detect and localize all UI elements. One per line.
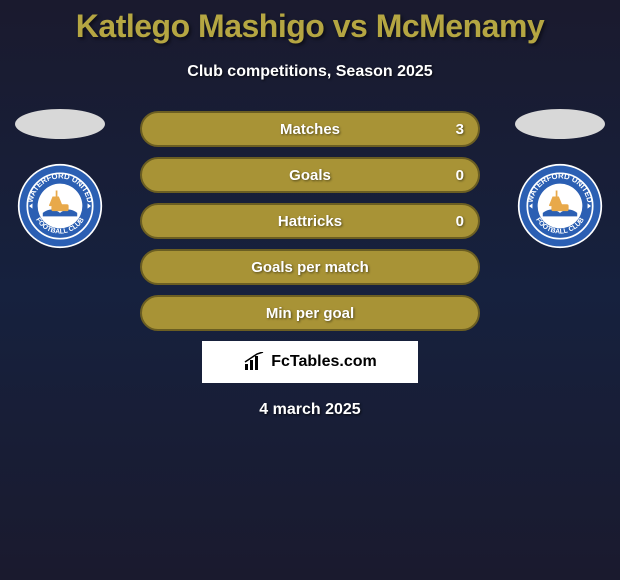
stat-row-goals: Goals 0 [140, 157, 480, 193]
stat-right-value: 0 [456, 167, 464, 184]
stat-row-matches: Matches 3 [140, 111, 480, 147]
stat-label: Min per goal [266, 305, 354, 322]
subtitle: Club competitions, Season 2025 [0, 63, 620, 81]
player-photo-right [515, 109, 605, 139]
waterford-badge-icon: WATERFORD UNITED FOOTBALL CLUB [517, 163, 603, 249]
stat-label: Goals per match [251, 259, 369, 276]
comparison-area: WATERFORD UNITED FOOTBALL CLUB WATERFORD… [0, 109, 620, 419]
player-photo-left [15, 109, 105, 139]
stat-right-value: 3 [456, 121, 464, 138]
page-title: Katlego Mashigo vs McMenamy [0, 0, 620, 45]
chart-icon [243, 352, 267, 372]
stat-label: Matches [280, 121, 340, 138]
stat-row-hattricks: Hattricks 0 [140, 203, 480, 239]
stat-row-min-per-goal: Min per goal [140, 295, 480, 331]
stat-row-goals-per-match: Goals per match [140, 249, 480, 285]
brand-box[interactable]: FcTables.com [202, 341, 418, 383]
brand-text: FcTables.com [271, 353, 377, 371]
waterford-badge-icon: WATERFORD UNITED FOOTBALL CLUB [17, 163, 103, 249]
stat-label: Hattricks [278, 213, 342, 230]
stat-label: Goals [289, 167, 331, 184]
club-badge-right: WATERFORD UNITED FOOTBALL CLUB [517, 163, 603, 249]
club-badge-left: WATERFORD UNITED FOOTBALL CLUB [17, 163, 103, 249]
date-text: 4 march 2025 [0, 401, 620, 419]
stat-right-value: 0 [456, 213, 464, 230]
stat-rows: Matches 3 Goals 0 Hattricks 0 Goals per … [140, 109, 480, 331]
